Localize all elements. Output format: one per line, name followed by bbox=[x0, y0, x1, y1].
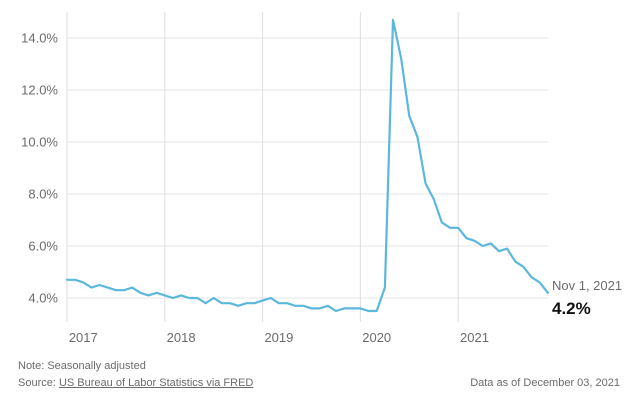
horizontal-gridlines bbox=[67, 37, 548, 299]
y-axis-ticks: 4.0% 6.0% 8.0% 10.0% 12.0% 14.0% bbox=[21, 31, 58, 306]
y-tick-label: 4.0% bbox=[28, 291, 58, 306]
y-tick-label: 12.0% bbox=[21, 83, 58, 98]
y-tick-label: 14.0% bbox=[21, 31, 58, 46]
annotation-value: 4.2% bbox=[552, 299, 591, 318]
x-tick-label: 2018 bbox=[167, 330, 196, 345]
data-as-of: Data as of December 03, 2021 bbox=[470, 377, 620, 389]
x-tick-label: 2021 bbox=[460, 330, 489, 345]
annotation-date: Nov 1, 2021 bbox=[552, 278, 622, 293]
series-line bbox=[65, 18, 549, 313]
x-tick-label: 2019 bbox=[264, 330, 293, 345]
y-tick-label: 8.0% bbox=[28, 187, 58, 202]
x-tick-label: 2020 bbox=[362, 330, 391, 345]
vertical-gridlines bbox=[66, 12, 459, 322]
source-prefix: Source: bbox=[18, 377, 59, 389]
y-tick-label: 6.0% bbox=[28, 239, 58, 254]
chart-source: Source: US Bureau of Labor Statistics vi… bbox=[18, 377, 253, 389]
x-tick-label: 2017 bbox=[69, 330, 98, 345]
x-axis-ticks: 2017 2018 2019 2020 2021 bbox=[69, 330, 489, 345]
source-link[interactable]: US Bureau of Labor Statistics via FRED bbox=[58, 377, 254, 389]
chart-note: Note: Seasonally adjusted bbox=[18, 360, 146, 372]
y-tick-label: 10.0% bbox=[21, 135, 58, 150]
